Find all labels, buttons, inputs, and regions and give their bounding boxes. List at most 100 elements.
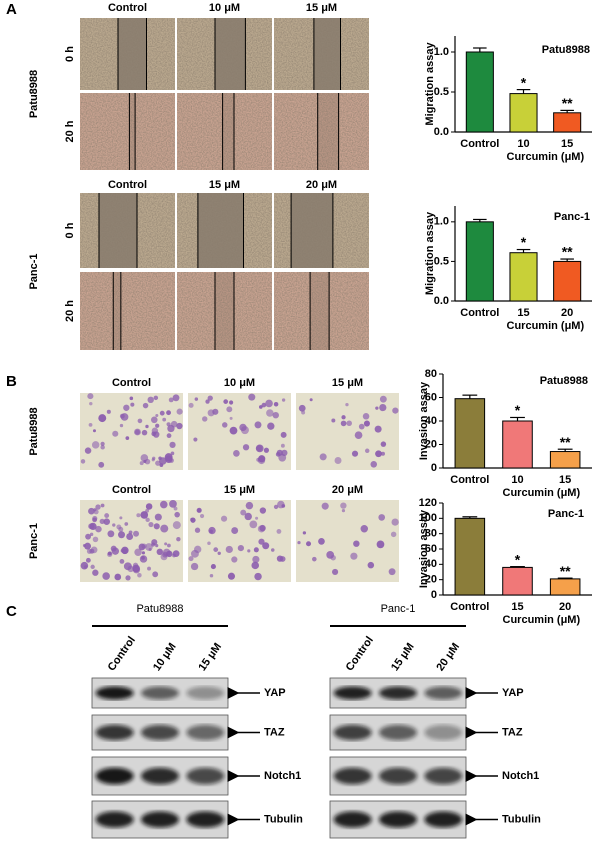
cell — [172, 521, 181, 530]
cell — [139, 461, 144, 466]
cell — [231, 556, 238, 563]
cell — [88, 422, 93, 427]
cell — [188, 556, 194, 562]
cell — [121, 546, 129, 555]
cell — [176, 537, 181, 542]
y-tick-label: 1.0 — [434, 46, 449, 58]
significance: ** — [560, 434, 571, 450]
lane-label: Control — [106, 634, 138, 673]
cell — [140, 511, 149, 519]
cell — [281, 504, 286, 508]
cell — [141, 555, 145, 560]
x-tick-label: 15 — [559, 474, 571, 486]
band — [424, 811, 463, 828]
significance: ** — [560, 563, 571, 579]
cell — [151, 458, 155, 462]
cell — [332, 568, 339, 576]
cell — [112, 523, 116, 527]
y-tick-label: 100 — [419, 512, 437, 524]
texture — [80, 18, 175, 90]
cell — [100, 503, 105, 508]
cell — [119, 413, 125, 419]
bar — [465, 221, 494, 302]
texture — [177, 93, 272, 170]
cell — [170, 420, 178, 428]
cell — [147, 566, 151, 571]
cell — [159, 410, 165, 416]
cell — [334, 456, 342, 464]
cell — [202, 416, 208, 422]
cell — [319, 453, 327, 461]
lane-label: 10 μM — [151, 641, 179, 673]
chart-title: Panc-1 — [554, 211, 590, 223]
cell — [360, 525, 368, 533]
cell — [276, 529, 282, 534]
cell — [85, 557, 91, 563]
cell — [172, 394, 180, 402]
cell — [103, 518, 111, 525]
cell — [378, 514, 386, 521]
x-axis-label: Curcumin (μM) — [507, 320, 585, 332]
texture — [177, 18, 272, 90]
cell — [155, 544, 159, 548]
cell — [88, 507, 95, 515]
y-tick-label: 0.5 — [434, 86, 449, 98]
cell — [258, 538, 265, 545]
bar — [465, 51, 494, 133]
cell — [145, 424, 149, 429]
y-tick-label: 80 — [425, 368, 437, 380]
texture — [274, 272, 369, 350]
cell — [159, 463, 164, 468]
cell — [152, 571, 159, 578]
cell — [345, 402, 349, 407]
cell — [229, 426, 238, 435]
cell — [80, 459, 86, 464]
band — [140, 811, 180, 828]
significance: ** — [562, 244, 573, 260]
cell — [267, 422, 275, 430]
cell — [309, 398, 313, 402]
cell — [223, 399, 229, 404]
cell — [346, 420, 352, 426]
cell — [125, 575, 131, 581]
cell — [85, 533, 91, 540]
cell — [276, 555, 284, 562]
cell — [148, 521, 154, 528]
cell — [145, 543, 153, 551]
band — [333, 724, 372, 741]
cell-line-label: Panc-1 — [28, 523, 40, 559]
cell — [84, 447, 92, 454]
cell — [194, 527, 201, 533]
cell — [129, 396, 134, 401]
x-tick-label: Control — [460, 138, 499, 150]
cell — [233, 450, 240, 457]
cell — [263, 447, 270, 453]
cell — [155, 414, 159, 418]
y-tick-label: 0 — [431, 462, 437, 474]
cell — [118, 531, 126, 539]
cell — [141, 551, 145, 555]
cell — [98, 414, 107, 423]
band — [424, 767, 463, 785]
cell — [278, 453, 287, 462]
column-label: Control — [108, 179, 147, 191]
significance: * — [515, 551, 521, 567]
cell — [170, 451, 175, 456]
cell — [89, 532, 94, 537]
cell — [193, 437, 198, 442]
column-label: Control — [112, 484, 151, 496]
y-tick-label: 1.0 — [434, 216, 449, 228]
cell — [99, 518, 105, 525]
texture — [177, 272, 272, 350]
cell — [207, 395, 213, 401]
cell — [220, 515, 228, 522]
band — [140, 724, 180, 741]
cell — [80, 561, 89, 570]
x-tick-label: 15 — [561, 138, 573, 150]
cell — [137, 573, 142, 578]
cell — [162, 417, 167, 422]
cell — [136, 513, 141, 518]
panel-label: C — [6, 603, 17, 620]
cell — [280, 443, 285, 448]
cell — [95, 525, 102, 533]
